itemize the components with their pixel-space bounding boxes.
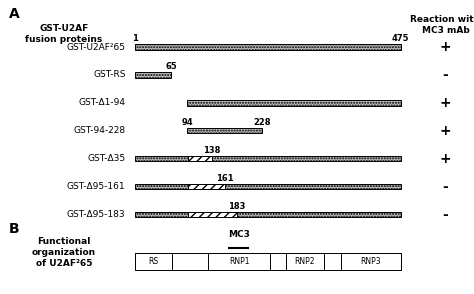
Text: Reaction with
MC3 mAb: Reaction with MC3 mAb: [410, 15, 474, 35]
Text: RS: RS: [149, 257, 159, 266]
Text: 65: 65: [165, 62, 177, 71]
Text: GST-Δ1-94: GST-Δ1-94: [79, 98, 126, 107]
Bar: [188, 184, 225, 189]
Text: GST-Δ95-161: GST-Δ95-161: [67, 182, 126, 191]
Text: GST-RS: GST-RS: [93, 71, 126, 79]
Text: GST-Δ35: GST-Δ35: [88, 154, 126, 163]
Text: 228: 228: [254, 118, 271, 127]
Text: -: -: [443, 208, 448, 222]
Text: -: -: [443, 68, 448, 82]
Text: RNP3: RNP3: [360, 257, 381, 266]
Text: 94: 94: [182, 118, 193, 127]
Text: +: +: [440, 152, 451, 166]
Text: -: -: [443, 180, 448, 194]
Text: +: +: [440, 40, 451, 54]
Bar: [208, 253, 271, 270]
Bar: [188, 156, 212, 161]
Bar: [188, 212, 237, 217]
Text: RNP2: RNP2: [295, 257, 315, 266]
Text: +: +: [440, 124, 451, 138]
Text: 1: 1: [132, 34, 138, 43]
Bar: [341, 253, 401, 270]
Bar: [135, 156, 401, 161]
Text: B: B: [9, 222, 19, 236]
Text: GST-Δ95-183: GST-Δ95-183: [67, 210, 126, 219]
Text: GST-U2AF
fusion proteins: GST-U2AF fusion proteins: [26, 24, 102, 44]
Text: 183: 183: [228, 201, 246, 211]
Bar: [286, 253, 324, 270]
Text: Functional
organization
of U2AF²65: Functional organization of U2AF²65: [32, 237, 96, 268]
Text: A: A: [9, 7, 19, 21]
Text: RNP1: RNP1: [229, 257, 249, 266]
Text: GST-U2AF²65: GST-U2AF²65: [67, 43, 126, 51]
Bar: [135, 184, 401, 189]
Bar: [187, 100, 401, 106]
Text: +: +: [440, 96, 451, 110]
Bar: [135, 253, 401, 270]
Text: 138: 138: [203, 146, 220, 155]
Bar: [187, 128, 262, 133]
Bar: [135, 72, 171, 78]
Text: MC3: MC3: [228, 230, 249, 239]
Text: 475: 475: [392, 34, 409, 43]
Text: GST-94-228: GST-94-228: [73, 126, 126, 135]
Bar: [135, 253, 172, 270]
Bar: [135, 44, 401, 50]
Bar: [135, 212, 401, 217]
Text: 161: 161: [216, 173, 234, 183]
